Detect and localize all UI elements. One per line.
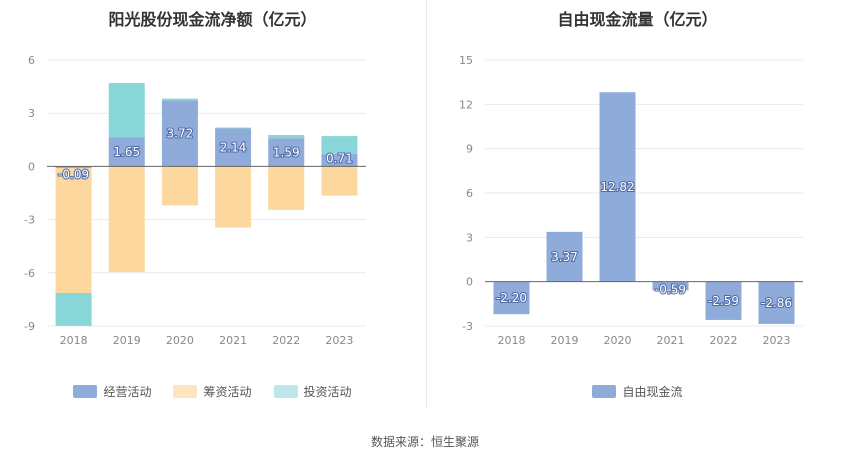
legend-item-operating[interactable]: 经营活动 xyxy=(73,383,151,400)
fcf-y-tick-label: 12 xyxy=(459,98,473,111)
fcf-y-tick-label: 0 xyxy=(466,276,473,289)
fcf-bar-自由现金流-2022 xyxy=(705,281,742,320)
cashflow-x-tick-label: 2022 xyxy=(272,334,300,347)
cashflow-bar-投资活动-2022 xyxy=(268,135,305,139)
cashflow-y-tick-label: 6 xyxy=(28,54,35,67)
fcf-y-tick-label: 6 xyxy=(466,187,473,200)
cashflow-bar-投资活动-2019 xyxy=(108,83,145,138)
cashflow-data-label-2018: -0.09 xyxy=(58,167,89,181)
panel-divider xyxy=(426,0,427,408)
fcf-x-tick-label: 2020 xyxy=(604,334,632,347)
cashflow-data-label-2019: 1.65 xyxy=(113,145,140,159)
fcf-data-label-2022: -2.59 xyxy=(708,294,739,308)
cashflow-legend: 经营活动 筹资活动 投资活动 xyxy=(0,383,425,400)
cashflow-data-label-2022: 1.59 xyxy=(273,145,300,159)
cashflow-bar-投资活动-2021 xyxy=(215,127,252,129)
cashflow-x-tick-label: 2018 xyxy=(60,334,88,347)
fcf-x-tick-label: 2022 xyxy=(710,334,738,347)
fcf-y-tick-label: 9 xyxy=(466,143,473,156)
cashflow-bar-经营活动-2022 xyxy=(268,138,305,167)
cashflow-x-tick-label: 2019 xyxy=(113,334,141,347)
fcf-x-tick-label: 2019 xyxy=(551,334,579,347)
cashflow-bar-筹资活动-2018 xyxy=(55,167,92,294)
fcf-data-label-2021: -0.59 xyxy=(655,283,686,297)
cashflow-bar-经营活动-2020 xyxy=(161,100,198,167)
cashflow-y-tick-label: -9 xyxy=(24,320,35,333)
legend-label-operating: 经营活动 xyxy=(103,385,152,399)
fcf-x-tick-label: 2018 xyxy=(498,334,526,347)
legend-label-fcf: 自由现金流 xyxy=(622,385,683,399)
data-source-note: 数据来源：恒生聚源 xyxy=(370,435,479,449)
legend-item-investing[interactable]: 投资活动 xyxy=(273,383,352,400)
cashflow-bar-投资活动-2023 xyxy=(321,136,358,154)
legend-label-financing: 筹资活动 xyxy=(203,385,252,399)
fcf-data-label-2020: 12.82 xyxy=(600,180,634,194)
cashflow-bar-筹资活动-2020 xyxy=(161,166,198,206)
cashflow-bar-经营活动-2023 xyxy=(321,153,358,167)
cashflow-data-label-2020: 3.72 xyxy=(167,126,194,140)
cashflow-chart-title: 阳光股份现金流净额（亿元） xyxy=(108,10,317,29)
fcf-data-label-2023: -2.86 xyxy=(761,296,792,310)
fcf-bar-自由现金流-2018 xyxy=(493,281,530,315)
fcf-chart: 15 12 9 6 3 0 -3 2018 2019 2020 2021 2022 2023 -2.20 3… xyxy=(459,54,803,347)
legend-swatch-financing xyxy=(173,385,198,398)
fcf-y-tick-label: -3 xyxy=(462,320,473,333)
cashflow-y-tick-label: -6 xyxy=(24,267,35,280)
legend-label-investing: 投资活动 xyxy=(303,385,352,399)
fcf-bar-自由现金流-2020 xyxy=(599,92,636,282)
fcf-x-tick-label: 2021 xyxy=(657,334,685,347)
cashflow-x-tick-label: 2021 xyxy=(219,334,247,347)
cashflow-bar-筹资活动-2023 xyxy=(321,166,358,196)
fcf-chart-panel: 自由现金流量（亿元） 15 12 9 6 3 0 -3 2018 2019 2020 2021 202… xyxy=(425,0,850,420)
cashflow-bar-投资活动-2020 xyxy=(161,98,198,101)
legend-item-fcf[interactable]: 自由现金流 xyxy=(592,383,683,400)
cashflow-bar-经营活动-2021 xyxy=(215,128,252,167)
cashflow-y-tick-label: 3 xyxy=(28,107,35,120)
fcf-bar-自由现金流-2019 xyxy=(546,231,583,282)
fcf-bar-自由现金流-2021 xyxy=(652,281,689,291)
fcf-data-label-2018: -2.20 xyxy=(496,291,527,305)
legend-swatch-fcf xyxy=(592,385,617,398)
legend-swatch-operating xyxy=(73,385,98,398)
cashflow-bar-投资活动-2018 xyxy=(55,293,92,326)
fcf-bar-自由现金流-2023 xyxy=(758,281,795,324)
fcf-chart-title: 自由现金流量（亿元） xyxy=(557,10,718,29)
cashflow-bar-筹资活动-2019 xyxy=(108,166,145,272)
legend-swatch-investing xyxy=(273,385,298,398)
cashflow-y-tick-label: 0 xyxy=(28,160,35,173)
fcf-y-tick-label: 3 xyxy=(466,231,473,244)
fcf-x-tick-label: 2023 xyxy=(763,334,791,347)
fcf-data-label-2019: 3.37 xyxy=(551,250,578,264)
cashflow-chart-panel: 阳光股份现金流净额（亿元） 6 3 0 -3 -6 -9 2018 2019 2020 2021 2… xyxy=(0,0,425,420)
cashflow-data-label-2021: 2.14 xyxy=(220,140,247,154)
cashflow-x-tick-label: 2020 xyxy=(166,334,194,347)
cashflow-y-tick-label: -3 xyxy=(24,214,35,227)
cashflow-bar-筹资活动-2021 xyxy=(215,166,252,228)
cashflow-chart: 6 3 0 -3 -6 -9 2018 2019 2020 2021 2022 2023 -0.09 1.… xyxy=(24,54,366,347)
legend-item-financing[interactable]: 筹资活动 xyxy=(173,383,252,400)
cashflow-bar-筹资活动-2022 xyxy=(268,166,305,210)
fcf-y-tick-label: 15 xyxy=(459,54,473,67)
cashflow-bar-经营活动-2018 xyxy=(55,166,92,168)
cashflow-x-tick-label: 2023 xyxy=(325,334,353,347)
fcf-legend: 自由现金流 xyxy=(425,383,850,400)
cashflow-data-label-2023: 0.71 xyxy=(326,151,353,165)
cashflow-bar-经营活动-2019 xyxy=(108,137,145,167)
